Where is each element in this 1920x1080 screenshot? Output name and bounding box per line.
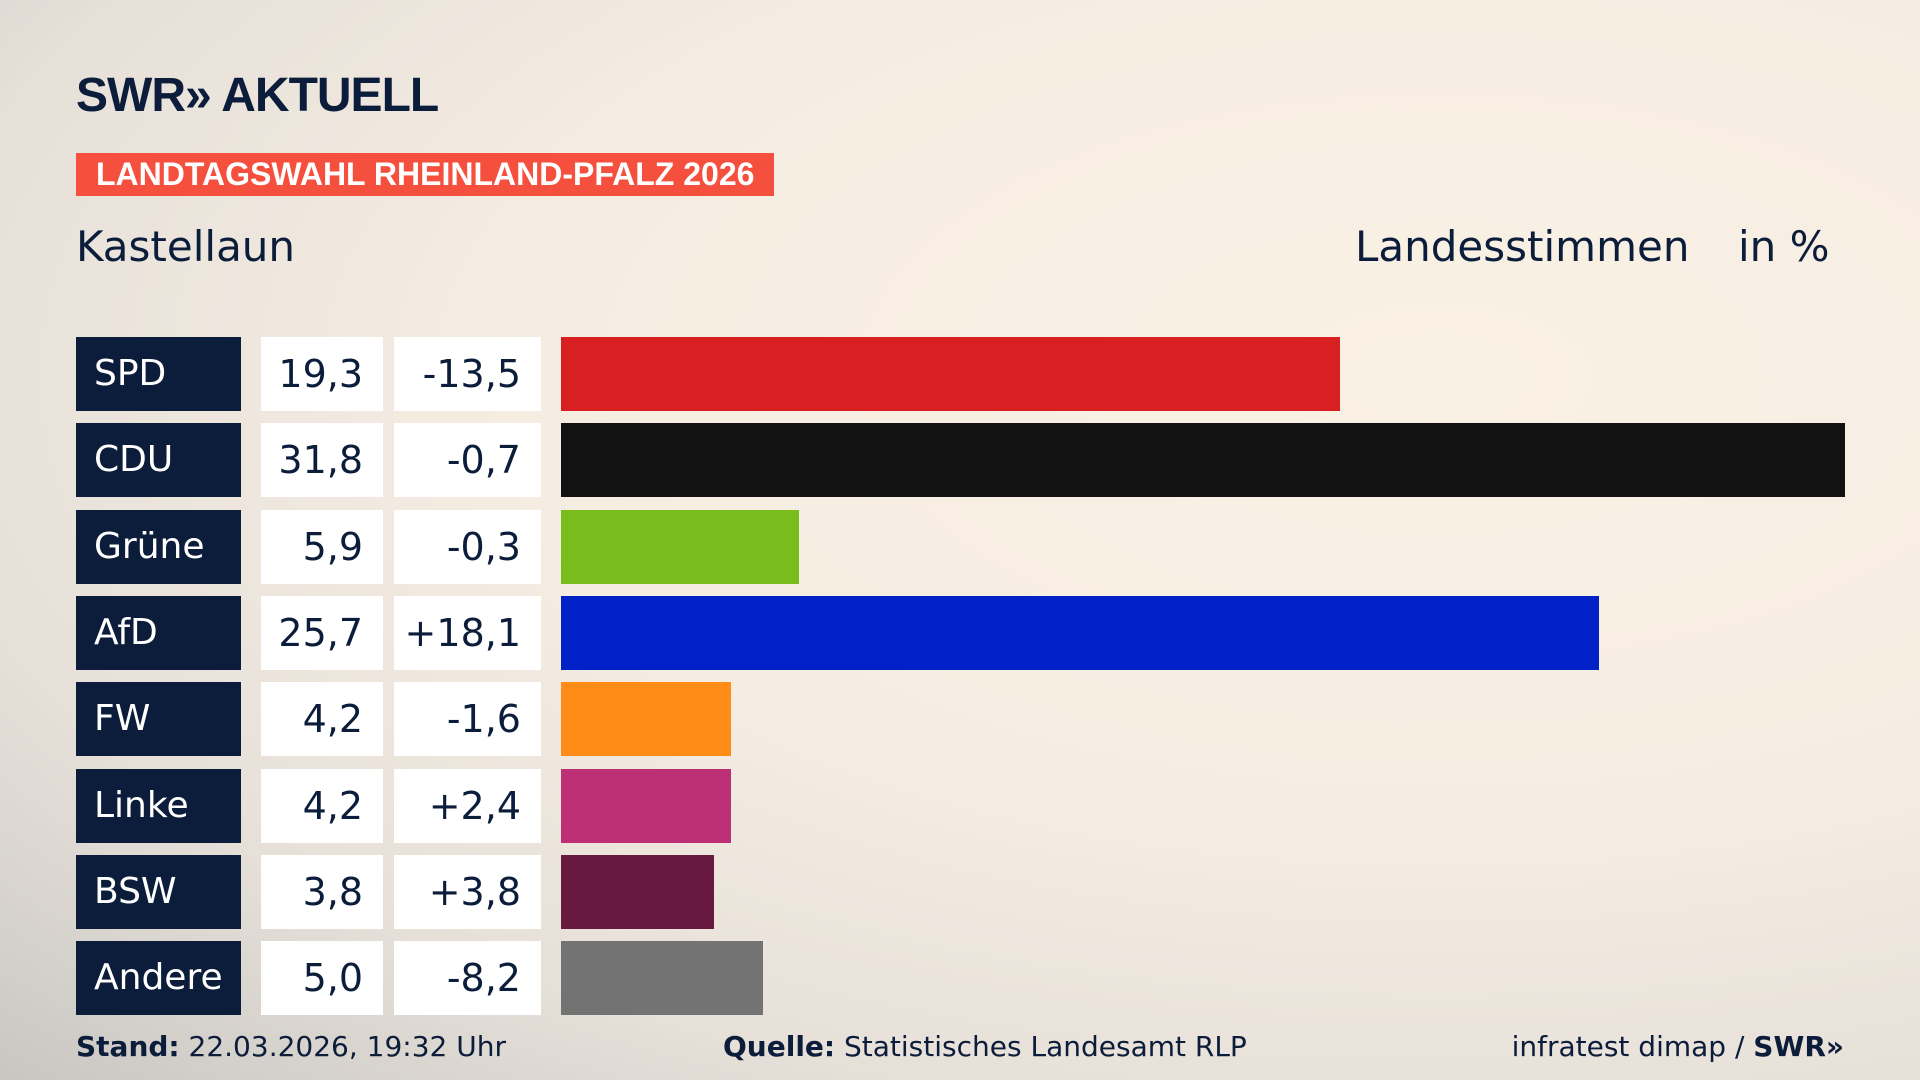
vote-change: -0,7 [394,423,541,498]
bar-linke [561,768,731,843]
vote-change: -8,2 [394,941,541,1016]
vote-change: +2,4 [394,768,541,843]
vote-share: 4,2 [261,768,383,843]
vote-share: 3,8 [261,854,383,929]
party-label: Linke [76,768,241,843]
party-row: CDU 31,8 -0,7 [76,423,1876,498]
vote-change: -1,6 [394,682,541,757]
party-label: Grüne [76,509,241,584]
bar-spd [561,337,1341,411]
vote-share: 5,0 [261,941,383,1016]
unit-label: in % [1738,222,1830,271]
party-label: FW [76,682,241,757]
place-title: Kastellaun [76,222,296,271]
bar-bsw [561,854,715,929]
party-label: Andere [76,941,241,1016]
party-label: BSW [76,854,241,929]
vote-share: 5,9 [261,509,383,584]
party-row: Grüne 5,9 -0,3 [76,509,1876,584]
swr-logo-small: SWR» [1753,1030,1844,1063]
credit-text: infratest dimap / [1511,1030,1754,1063]
vote-type-label: Landesstimmen [1355,222,1690,271]
source: Quelle: Statistisches Landesamt RLP [723,1030,1247,1063]
party-row: SPD 19,3 -13,5 [76,337,1876,411]
source-label: Quelle: [723,1030,836,1063]
vote-share: 25,7 [261,595,383,670]
bar-grüne [561,509,800,584]
timestamp: Stand: 22.03.2026, 19:32 Uhr [76,1030,506,1063]
party-label: CDU [76,423,241,498]
stand-value: 22.03.2026, 19:32 Uhr [188,1030,506,1063]
swr-aktuell-logo: SWR» AKTUELL [76,69,439,122]
stand-label: Stand: [76,1030,180,1063]
vote-share: 31,8 [261,423,383,498]
vote-share: 19,3 [261,337,383,411]
source-value: Statistisches Landesamt RLP [844,1030,1247,1063]
bar-fw [561,682,731,757]
party-row: Andere 5,0 -8,2 [76,941,1876,1016]
party-row: BSW 3,8 +3,8 [76,854,1876,929]
bar-andere [561,941,763,1016]
credit: infratest dimap / SWR» [1512,1030,1844,1063]
vote-share: 4,2 [261,682,383,757]
bar-cdu [561,423,1845,498]
vote-change: +3,8 [394,854,541,929]
vote-change: -0,3 [394,509,541,584]
party-label: AfD [76,595,241,670]
election-banner: LANDTAGSWAHL RHEINLAND-PFALZ 2026 [76,153,775,196]
party-row: Linke 4,2 +2,4 [76,768,1876,843]
party-row: FW 4,2 -1,6 [76,682,1876,757]
vote-change: +18,1 [394,595,541,670]
party-label: SPD [76,337,241,411]
vote-change: -13,5 [394,337,541,411]
bar-afd [561,595,1599,670]
party-row: AfD 25,7 +18,1 [76,595,1876,670]
